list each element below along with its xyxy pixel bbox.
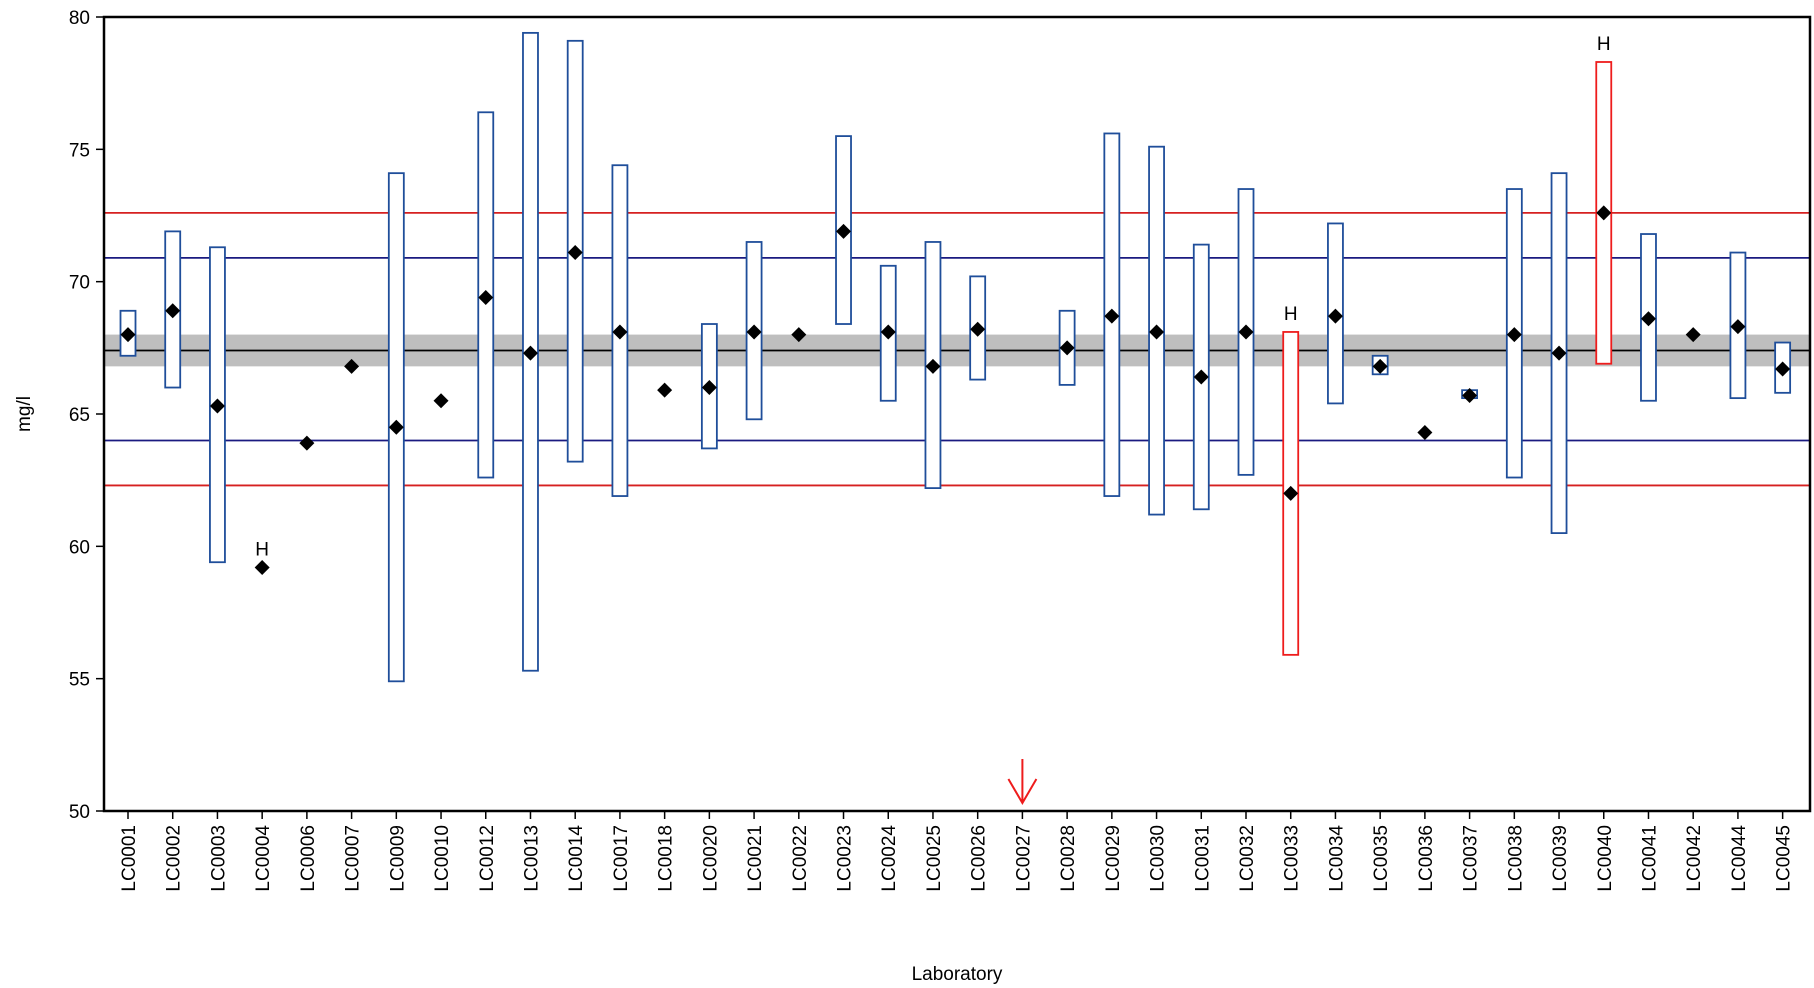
marker-lc0045: [1775, 361, 1791, 377]
y-axis-label: mg/l: [14, 396, 35, 432]
x-tick-label-lc0018: LC0018: [656, 825, 677, 892]
x-tick-label-lc0034: LC0034: [1326, 825, 1347, 892]
y-axis-ticks: 50 55 60 65 70 75 80: [69, 8, 104, 823]
x-tick-label-lc0022: LC0022: [790, 825, 811, 892]
marker-lc0012: [478, 290, 494, 306]
x-tick-label-lc0041: LC0041: [1639, 825, 1660, 892]
marker-lc0003: [209, 398, 225, 414]
marker-lc0041: [1640, 311, 1656, 327]
marker-lc0038: [1506, 327, 1522, 343]
x-tick-label-lc0031: LC0031: [1192, 825, 1213, 892]
x-axis-ticks: LC0001 LC0002 LC0003 LC0004 LC0006 LC0007 LC00…: [119, 811, 1795, 892]
marker-lc0020: [701, 380, 717, 396]
marker-lc0024: [880, 324, 896, 340]
y-tick-label-80: 80: [69, 8, 90, 29]
x-tick-label-lc0020: LC0020: [700, 825, 721, 892]
x-tick-label-lc0023: LC0023: [835, 825, 856, 892]
marker-lc0023: [836, 223, 852, 239]
y-tick-label-65: 65: [69, 405, 90, 426]
marker-lc0028: [1059, 340, 1075, 356]
x-tick-label-lc0010: LC0010: [432, 825, 453, 892]
x-tick-label-lc0012: LC0012: [477, 825, 498, 892]
y-tick-label-70: 70: [69, 273, 90, 294]
marker-lc0036: [1417, 425, 1433, 441]
marker-lc0022: [791, 327, 807, 343]
x-tick-label-lc0017: LC0017: [611, 825, 632, 892]
x-tick-label-lc0009: LC0009: [387, 825, 408, 892]
marker-lc0026: [970, 321, 986, 337]
marker-lc0044: [1730, 319, 1746, 335]
x-tick-label-lc0002: LC0002: [164, 825, 185, 892]
x-tick-label-lc0013: LC0013: [521, 825, 542, 892]
x-tick-label-lc0045: LC0045: [1774, 825, 1795, 892]
marker-lc0021: [746, 324, 762, 340]
x-tick-label-lc0001: LC0001: [119, 825, 140, 892]
x-tick-label-lc0003: LC0003: [208, 825, 229, 892]
marker-lc0025: [925, 358, 941, 374]
x-tick-label-lc0006: LC0006: [298, 825, 319, 892]
marker-lc0035: [1372, 358, 1388, 374]
marker-lc0002: [165, 303, 181, 319]
highlight-arrow: [1007, 759, 1038, 805]
marker-lc0014: [567, 245, 583, 261]
x-tick-label-lc0035: LC0035: [1371, 825, 1392, 892]
x-tick-label-lc0026: LC0026: [969, 825, 990, 892]
marker-lc0040: [1596, 205, 1612, 221]
x-tick-label-lc0021: LC0021: [745, 825, 766, 892]
x-tick-label-lc0033: LC0033: [1282, 825, 1303, 892]
x-tick-label-lc0037: LC0037: [1461, 825, 1482, 892]
x-tick-label-lc0014: LC0014: [566, 825, 587, 892]
x-tick-label-lc0025: LC0025: [924, 825, 945, 892]
x-tick-label-lc0038: LC0038: [1505, 825, 1526, 892]
marker-lc0034: [1327, 308, 1343, 324]
marker-lc0007: [344, 358, 360, 374]
x-tick-label-lc0032: LC0032: [1237, 825, 1258, 892]
marker-lc0001: [120, 327, 136, 343]
x-tick-label-lc0030: LC0030: [1148, 825, 1169, 892]
marker-lc0017: [612, 324, 628, 340]
markers-layer: [120, 205, 1791, 576]
marker-lc0013: [522, 345, 538, 361]
x-tick-label-lc0044: LC0044: [1729, 825, 1750, 892]
x-axis-label: Laboratory: [912, 964, 1003, 985]
y-tick-label-60: 60: [69, 537, 90, 558]
marker-lc0030: [1149, 324, 1165, 340]
x-tick-label-lc0036: LC0036: [1416, 825, 1437, 892]
y-tick-label-75: 75: [69, 140, 90, 161]
x-tick-label-lc0029: LC0029: [1103, 825, 1124, 892]
marker-lc0010: [433, 393, 449, 409]
y-tick-label-50: 50: [69, 802, 90, 823]
flag-label-lc0033: H: [1284, 304, 1298, 325]
marker-lc0039: [1551, 345, 1567, 361]
marker-lc0042: [1685, 327, 1701, 343]
x-tick-label-lc0028: LC0028: [1058, 825, 1079, 892]
flag-label-lc0004: H: [255, 540, 269, 561]
marker-lc0037: [1462, 387, 1478, 403]
x-tick-label-lc0004: LC0004: [253, 825, 274, 892]
x-tick-label-lc0007: LC0007: [343, 825, 364, 892]
highlight-arrow-layer: [1007, 759, 1038, 805]
marker-lc0033: [1283, 485, 1299, 501]
x-tick-label-lc0039: LC0039: [1550, 825, 1571, 892]
y-tick-label-55: 55: [69, 670, 90, 691]
marker-lc0031: [1193, 369, 1209, 385]
flag-labels-layer: H H H: [255, 34, 1610, 561]
x-tick-label-lc0027: LC0027: [1013, 825, 1034, 892]
x-tick-label-lc0042: LC0042: [1684, 825, 1705, 892]
marker-lc0006: [299, 435, 315, 451]
marker-lc0032: [1238, 324, 1254, 340]
flag-label-lc0040: H: [1597, 34, 1611, 55]
marker-lc0009: [388, 419, 404, 435]
x-tick-label-lc0024: LC0024: [879, 825, 900, 892]
marker-lc0029: [1104, 308, 1120, 324]
marker-lc0004: [254, 560, 270, 576]
marker-lc0018: [657, 382, 673, 398]
x-tick-label-lc0040: LC0040: [1595, 825, 1616, 892]
